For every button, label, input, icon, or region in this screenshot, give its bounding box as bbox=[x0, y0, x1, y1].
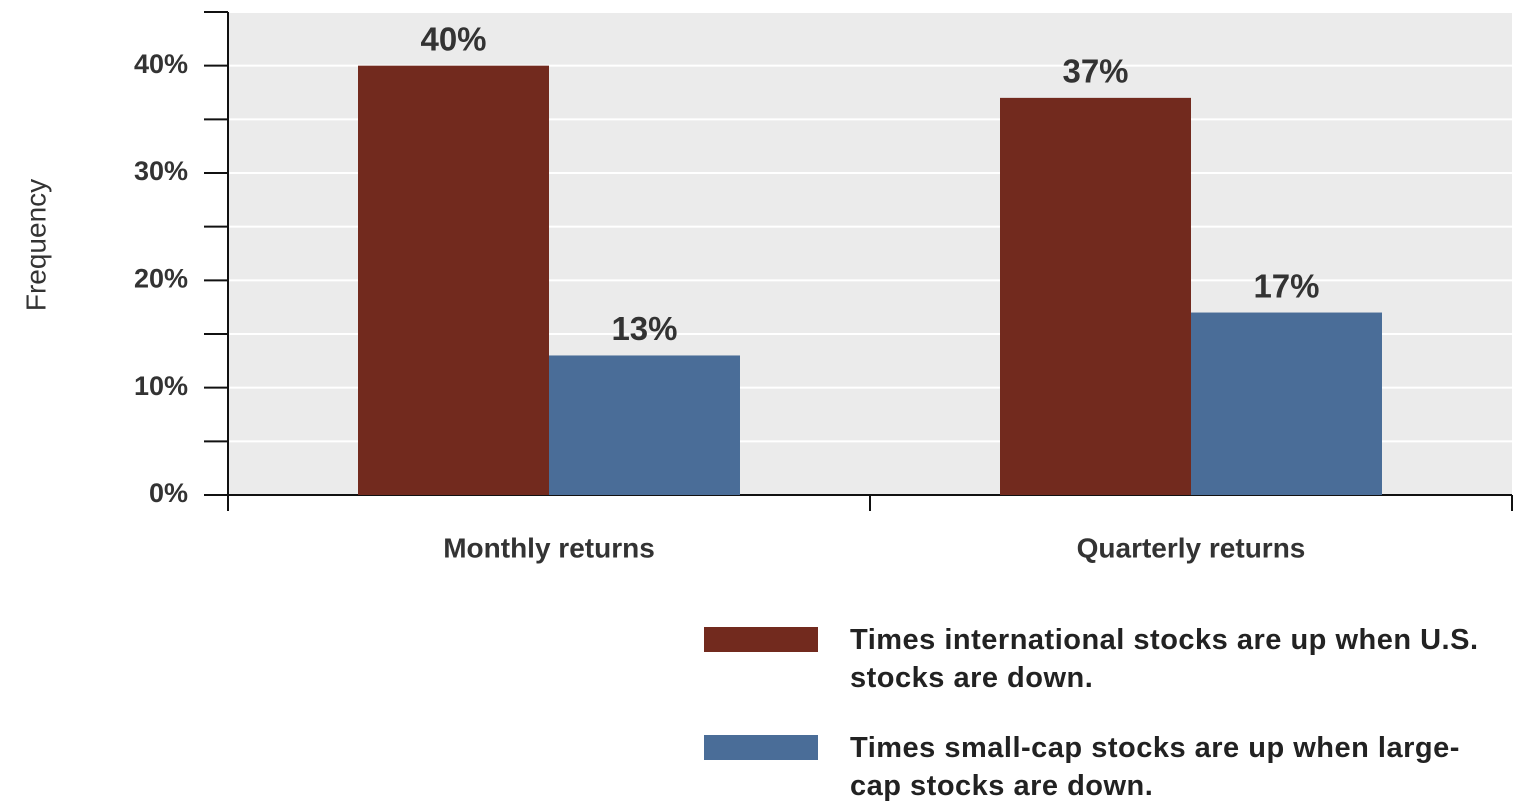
legend-label: Times international stocks are up when U… bbox=[850, 624, 1479, 694]
value-label: 17% bbox=[1253, 267, 1319, 304]
value-label: 40% bbox=[420, 20, 486, 57]
x-tick-label: Quarterly returns bbox=[1077, 532, 1306, 563]
legend-swatch bbox=[704, 627, 818, 652]
y-axis-label: Frequency bbox=[20, 179, 51, 311]
y-tick-label: 40% bbox=[134, 49, 188, 79]
bar bbox=[358, 65, 549, 496]
y-tick-label: 10% bbox=[134, 371, 188, 401]
y-tick-label: 30% bbox=[134, 156, 188, 186]
legend-label: Times small-cap stocks are up when large… bbox=[850, 732, 1460, 802]
value-label: 37% bbox=[1062, 53, 1128, 90]
value-label: 13% bbox=[611, 310, 677, 347]
y-tick-label: 20% bbox=[134, 263, 188, 293]
y-tick-label: 0% bbox=[149, 478, 188, 508]
bar bbox=[1191, 312, 1382, 495]
legend-swatch bbox=[704, 735, 818, 760]
bar bbox=[549, 355, 740, 495]
x-tick-label: Monthly returns bbox=[443, 532, 655, 563]
bar bbox=[1000, 97, 1191, 495]
